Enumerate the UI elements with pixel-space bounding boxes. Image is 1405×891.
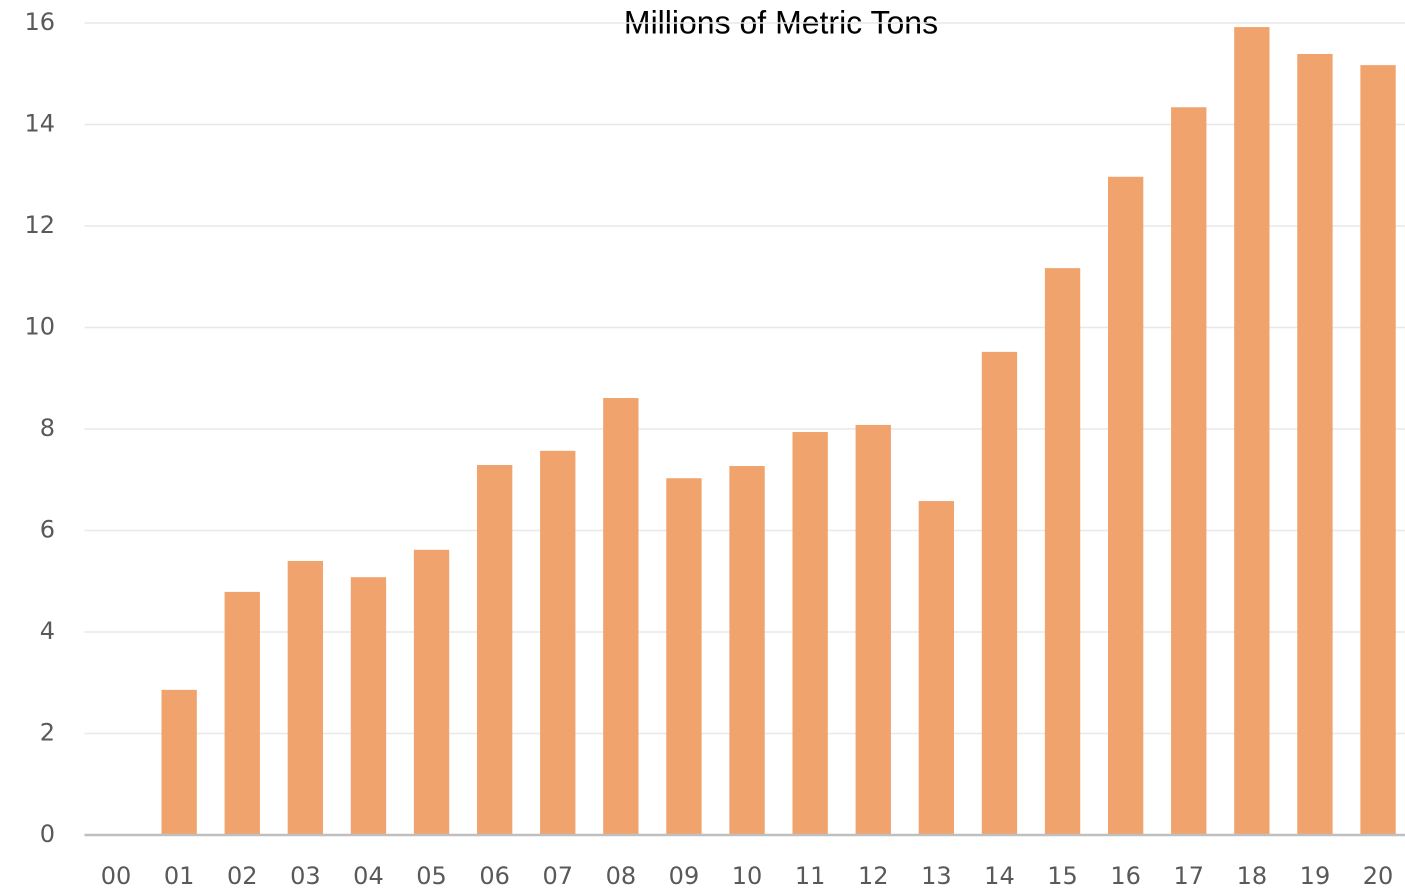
y-tick-label: 0 [40,820,55,848]
bar [981,351,1018,835]
x-tick-label: 03 [290,862,321,890]
x-tick-label: 18 [1237,862,1268,890]
bar [1107,176,1144,835]
bar [413,549,450,835]
x-tick-label: 20 [1363,862,1394,890]
bar [224,591,260,835]
x-tick-label: 15 [1047,862,1078,890]
x-tick-label: 05 [416,862,447,890]
x-tick-label: 10 [732,862,763,890]
y-tick-label: 4 [40,617,55,645]
bar [540,450,576,835]
x-tick-label: 00 [101,862,132,890]
x-tick-label: 13 [921,862,952,890]
bar [476,465,513,835]
bar [287,560,324,835]
x-tick-label: 19 [1300,862,1331,890]
y-tick-label: 2 [40,719,55,747]
y-tick-label: 14 [24,110,55,138]
x-tick-label: 04 [353,862,384,890]
bar [603,398,639,835]
x-tick-label: 09 [669,862,700,890]
y-tick-label: 8 [40,414,55,442]
x-tick-label: 14 [984,862,1015,890]
x-tick-label: 08 [606,862,637,890]
x-tick-label: 12 [858,862,889,890]
bar [161,689,197,835]
bar [918,501,955,835]
bar [350,577,387,835]
x-tick-label: 02 [227,862,258,890]
x-tick-label: 11 [795,862,826,890]
bar [1297,53,1333,835]
x-tick-label: 17 [1173,862,1204,890]
bar [1044,268,1081,835]
bar [1360,65,1396,835]
bar [1171,107,1207,836]
bar [855,424,891,835]
x-tick-label: 16 [1110,862,1141,890]
y-tick-label: 16 [24,8,55,36]
x-tick-label: 07 [542,862,573,890]
y-tick-label: 12 [24,211,55,239]
bar [666,478,702,835]
x-tick-label: 01 [164,862,195,890]
bar [792,432,828,835]
x-tick-label: 06 [479,862,510,890]
y-tick-label: 6 [40,516,55,544]
bar [729,466,765,835]
y-tick-label: 10 [24,313,55,341]
bar [1234,27,1270,836]
